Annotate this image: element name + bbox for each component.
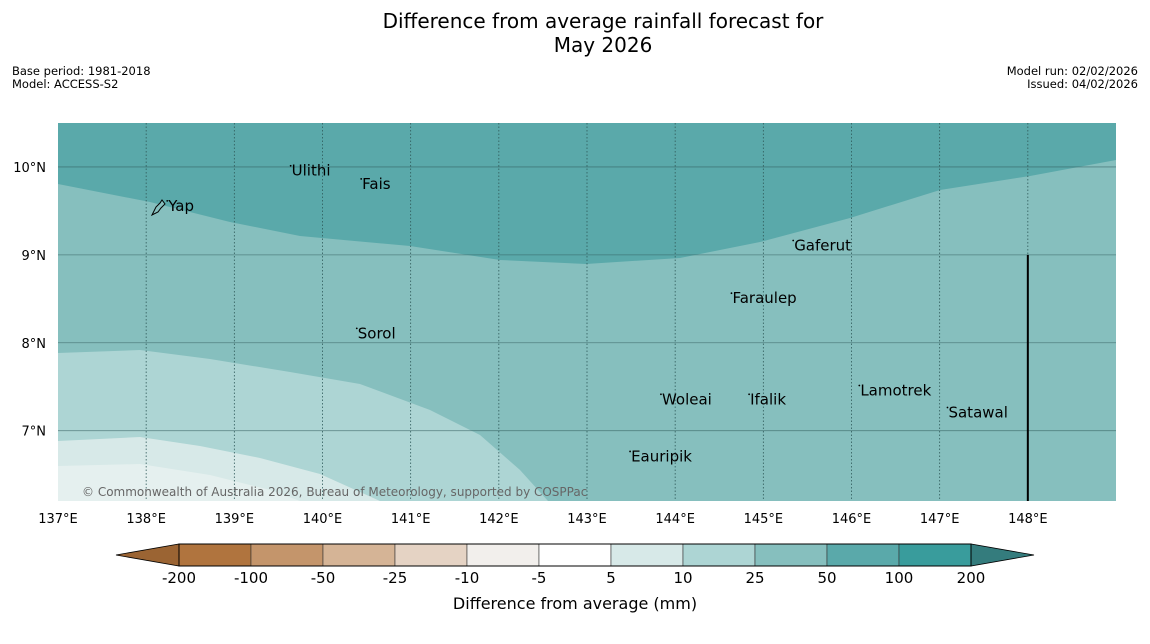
latitude-axis: 10°N 9°N 8°N 7°N xyxy=(13,161,46,440)
place-marker xyxy=(792,239,795,242)
place-fais: Fais xyxy=(360,175,391,193)
legend-bin xyxy=(466,543,540,567)
lon-tick-label: 137°E xyxy=(38,512,78,527)
legend-tick-label: -25 xyxy=(383,569,408,587)
place-woleai: Woleai xyxy=(660,390,712,408)
place-ifalik: Ifalik xyxy=(748,390,786,408)
legend-tick-label: 5 xyxy=(606,569,616,587)
place-sorol: Sorol xyxy=(355,324,396,342)
legend-bin xyxy=(178,543,252,567)
place-faraulep: Faraulep xyxy=(730,289,797,307)
lon-tick-label: 143°E xyxy=(567,512,607,527)
place-label: Yap xyxy=(167,197,194,215)
place-lamotrek: Lamotrek xyxy=(858,382,932,400)
place-labels: Yap Ulithi Fais Gaferut Faraulep Sorol Woleai I… xyxy=(166,162,1008,465)
issued-date: Issued: 04/02/2026 xyxy=(1027,77,1138,91)
legend-tick-label: -10 xyxy=(455,569,480,587)
place-yap: Yap xyxy=(166,197,194,215)
legend-tick-label: -50 xyxy=(311,569,336,587)
model-run: Model run: 02/02/2026 xyxy=(1006,64,1138,78)
place-eauripik: Eauripik xyxy=(629,447,692,465)
lon-tick-label: 144°E xyxy=(655,512,695,527)
yap-island-shape xyxy=(150,199,166,217)
legend-frame xyxy=(178,543,972,567)
legend-title: Difference from average (mm) xyxy=(453,594,697,613)
place-label: Woleai xyxy=(662,390,712,408)
meta-right: Model run: 02/02/2026 Issued: 04/02/2026 xyxy=(1007,65,1138,91)
legend-bin xyxy=(898,543,972,567)
place-marker xyxy=(166,200,169,202)
place-ulithi: Ulithi xyxy=(289,162,331,180)
legend-bin xyxy=(538,543,612,567)
place-marker xyxy=(858,384,861,387)
lat-tick-label: 8°N xyxy=(22,337,47,352)
lon-tick-label: 147°E xyxy=(920,512,960,527)
place-marker xyxy=(748,393,751,396)
legend-bin xyxy=(610,543,684,567)
lon-tick-label: 139°E xyxy=(215,512,255,527)
model-name: Model: ACCESS-S2 xyxy=(12,77,119,91)
legend-extend-low xyxy=(115,543,180,567)
legend-tick-label: 25 xyxy=(745,569,764,587)
place-marker xyxy=(946,406,949,409)
lon-tick-label: 148°E xyxy=(1008,512,1048,527)
legend-tick-label: 200 xyxy=(957,569,986,587)
lat-tick-label: 10°N xyxy=(13,161,46,176)
meta-left: Base period: 1981-2018 Model: ACCESS-S2 xyxy=(12,65,151,91)
legend-bin xyxy=(394,543,468,567)
place-marker xyxy=(629,450,631,453)
place-label: Ifalik xyxy=(750,390,786,408)
legend-tick-label: -100 xyxy=(234,569,268,587)
lon-tick-label: 145°E xyxy=(744,512,784,527)
title-line-1: Difference from average rainfall forecas… xyxy=(382,9,824,33)
copyright-notice: © Commonwealth of Australia 2026, Bureau… xyxy=(82,485,587,499)
place-label: Sorol xyxy=(358,324,396,342)
place-marker xyxy=(289,164,292,167)
base-period: Base period: 1981-2018 xyxy=(12,64,151,78)
place-marker xyxy=(730,292,733,295)
title-line-2: May 2026 xyxy=(553,33,653,57)
graticule xyxy=(58,123,1116,501)
field-5-10 xyxy=(58,464,300,501)
lat-tick-label: 7°N xyxy=(22,425,47,440)
longitude-axis: 137°E 138°E 139°E 140°E 141°E 142°E 143°E 144°E… xyxy=(38,512,1047,527)
place-marker xyxy=(660,393,662,396)
place-label: Fais xyxy=(362,175,391,193)
legend-tick-label: 10 xyxy=(673,569,692,587)
legend-extend-high xyxy=(970,543,1035,567)
place-label: Gaferut xyxy=(794,236,851,254)
place-gaferut: Gaferut xyxy=(792,236,851,254)
lon-tick-label: 138°E xyxy=(126,512,166,527)
map-title: Difference from average rainfall forecas… xyxy=(0,9,1150,57)
legend-bin xyxy=(754,543,828,567)
place-label: Eauripik xyxy=(631,447,692,465)
place-marker xyxy=(355,327,358,330)
place-marker xyxy=(360,178,363,180)
lon-tick-label: 140°E xyxy=(303,512,343,527)
place-label: Satawal xyxy=(948,403,1007,421)
legend-tick-label: -5 xyxy=(532,569,547,587)
place-label: Ulithi xyxy=(292,162,331,180)
legend-bin xyxy=(682,543,756,567)
lon-tick-label: 142°E xyxy=(479,512,519,527)
legend-tick-label: 100 xyxy=(885,569,914,587)
lat-tick-label: 9°N xyxy=(22,249,47,264)
legend-tick-label: -200 xyxy=(162,569,196,587)
place-label: Lamotrek xyxy=(860,382,931,400)
legend-bin xyxy=(322,543,396,567)
legend-bin xyxy=(826,543,900,567)
legend-tick-label: 50 xyxy=(817,569,836,587)
legend-colorbar: -200 -100 -50 -25 -10 -5 5 10 25 50 100 200 xyxy=(115,543,1035,587)
legend-bin xyxy=(250,543,324,567)
lon-tick-label: 141°E xyxy=(391,512,431,527)
lon-tick-label: 146°E xyxy=(832,512,872,527)
place-satawal: Satawal xyxy=(946,403,1008,421)
place-label: Faraulep xyxy=(732,289,796,307)
